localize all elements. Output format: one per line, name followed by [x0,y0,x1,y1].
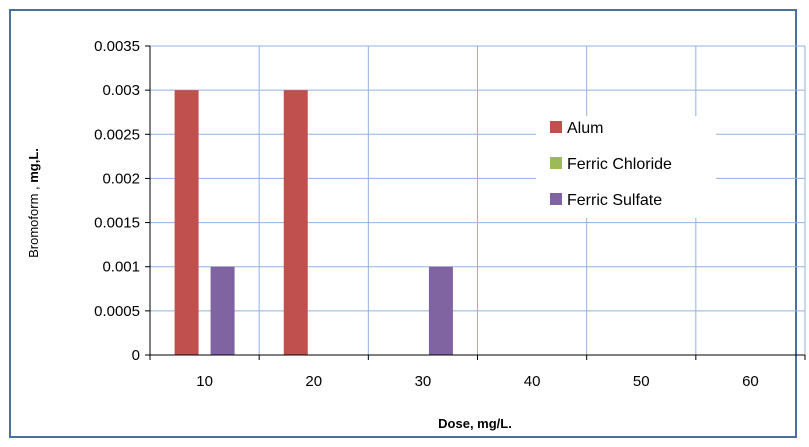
x-tick-label: 50 [633,373,650,390]
bars [174,90,453,356]
legend-background [536,116,716,218]
bar-alum-10 [174,90,199,356]
y-tick-label: 0.002 [102,170,140,187]
y-axis-title: Bromoform , mg,L. [26,148,41,258]
y-tick-label: 0.003 [102,82,140,99]
legend-label-ferric-sulfate: Ferric Sulfate [567,192,662,209]
y-tick-label: 0.0015 [94,215,140,232]
legend-swatch-ferric-sulfate [550,193,562,205]
y-tick-label: 0.0025 [94,126,140,143]
y-tick-label: 0.0005 [94,303,140,320]
x-tick-label: 10 [196,373,213,390]
legend-label-ferric-chloride: Ferric Chloride [567,156,672,173]
y-tick-label: 0.001 [102,259,140,276]
x-tick-labels: 10 20 30 40 50 60 [196,373,759,390]
bar-ferric-sulfate-30 [428,266,453,355]
legend-swatch-alum [550,121,562,133]
y-tick-labels: 0 0.0005 0.001 0.0015 0.002 0.0025 0.003 0.0035 [94,38,140,364]
chart-frame [9,9,797,438]
x-tick-label: 40 [524,373,541,390]
y-axis-title-unit: mg,L. [26,148,41,183]
grid-lines [150,45,806,355]
y-tick-label: 0 [132,347,140,364]
x-axis-title: Dose, mg/L. [438,416,512,431]
legend-swatch-ferric-chloride [550,157,562,169]
bar-ferric-sulfate-10 [210,266,235,355]
x-tick-label: 30 [415,373,432,390]
y-tick-label: 0.0035 [94,38,140,55]
y-axis-title-main: Bromoform , [26,183,41,258]
axes [145,45,806,360]
x-tick-label: 60 [742,373,759,390]
x-tick-label: 20 [305,373,322,390]
legend-label-alum: Alum [567,120,603,137]
legend: Alum Ferric Chloride Ferric Sulfate [550,120,672,209]
bar-alum-20 [283,90,308,356]
